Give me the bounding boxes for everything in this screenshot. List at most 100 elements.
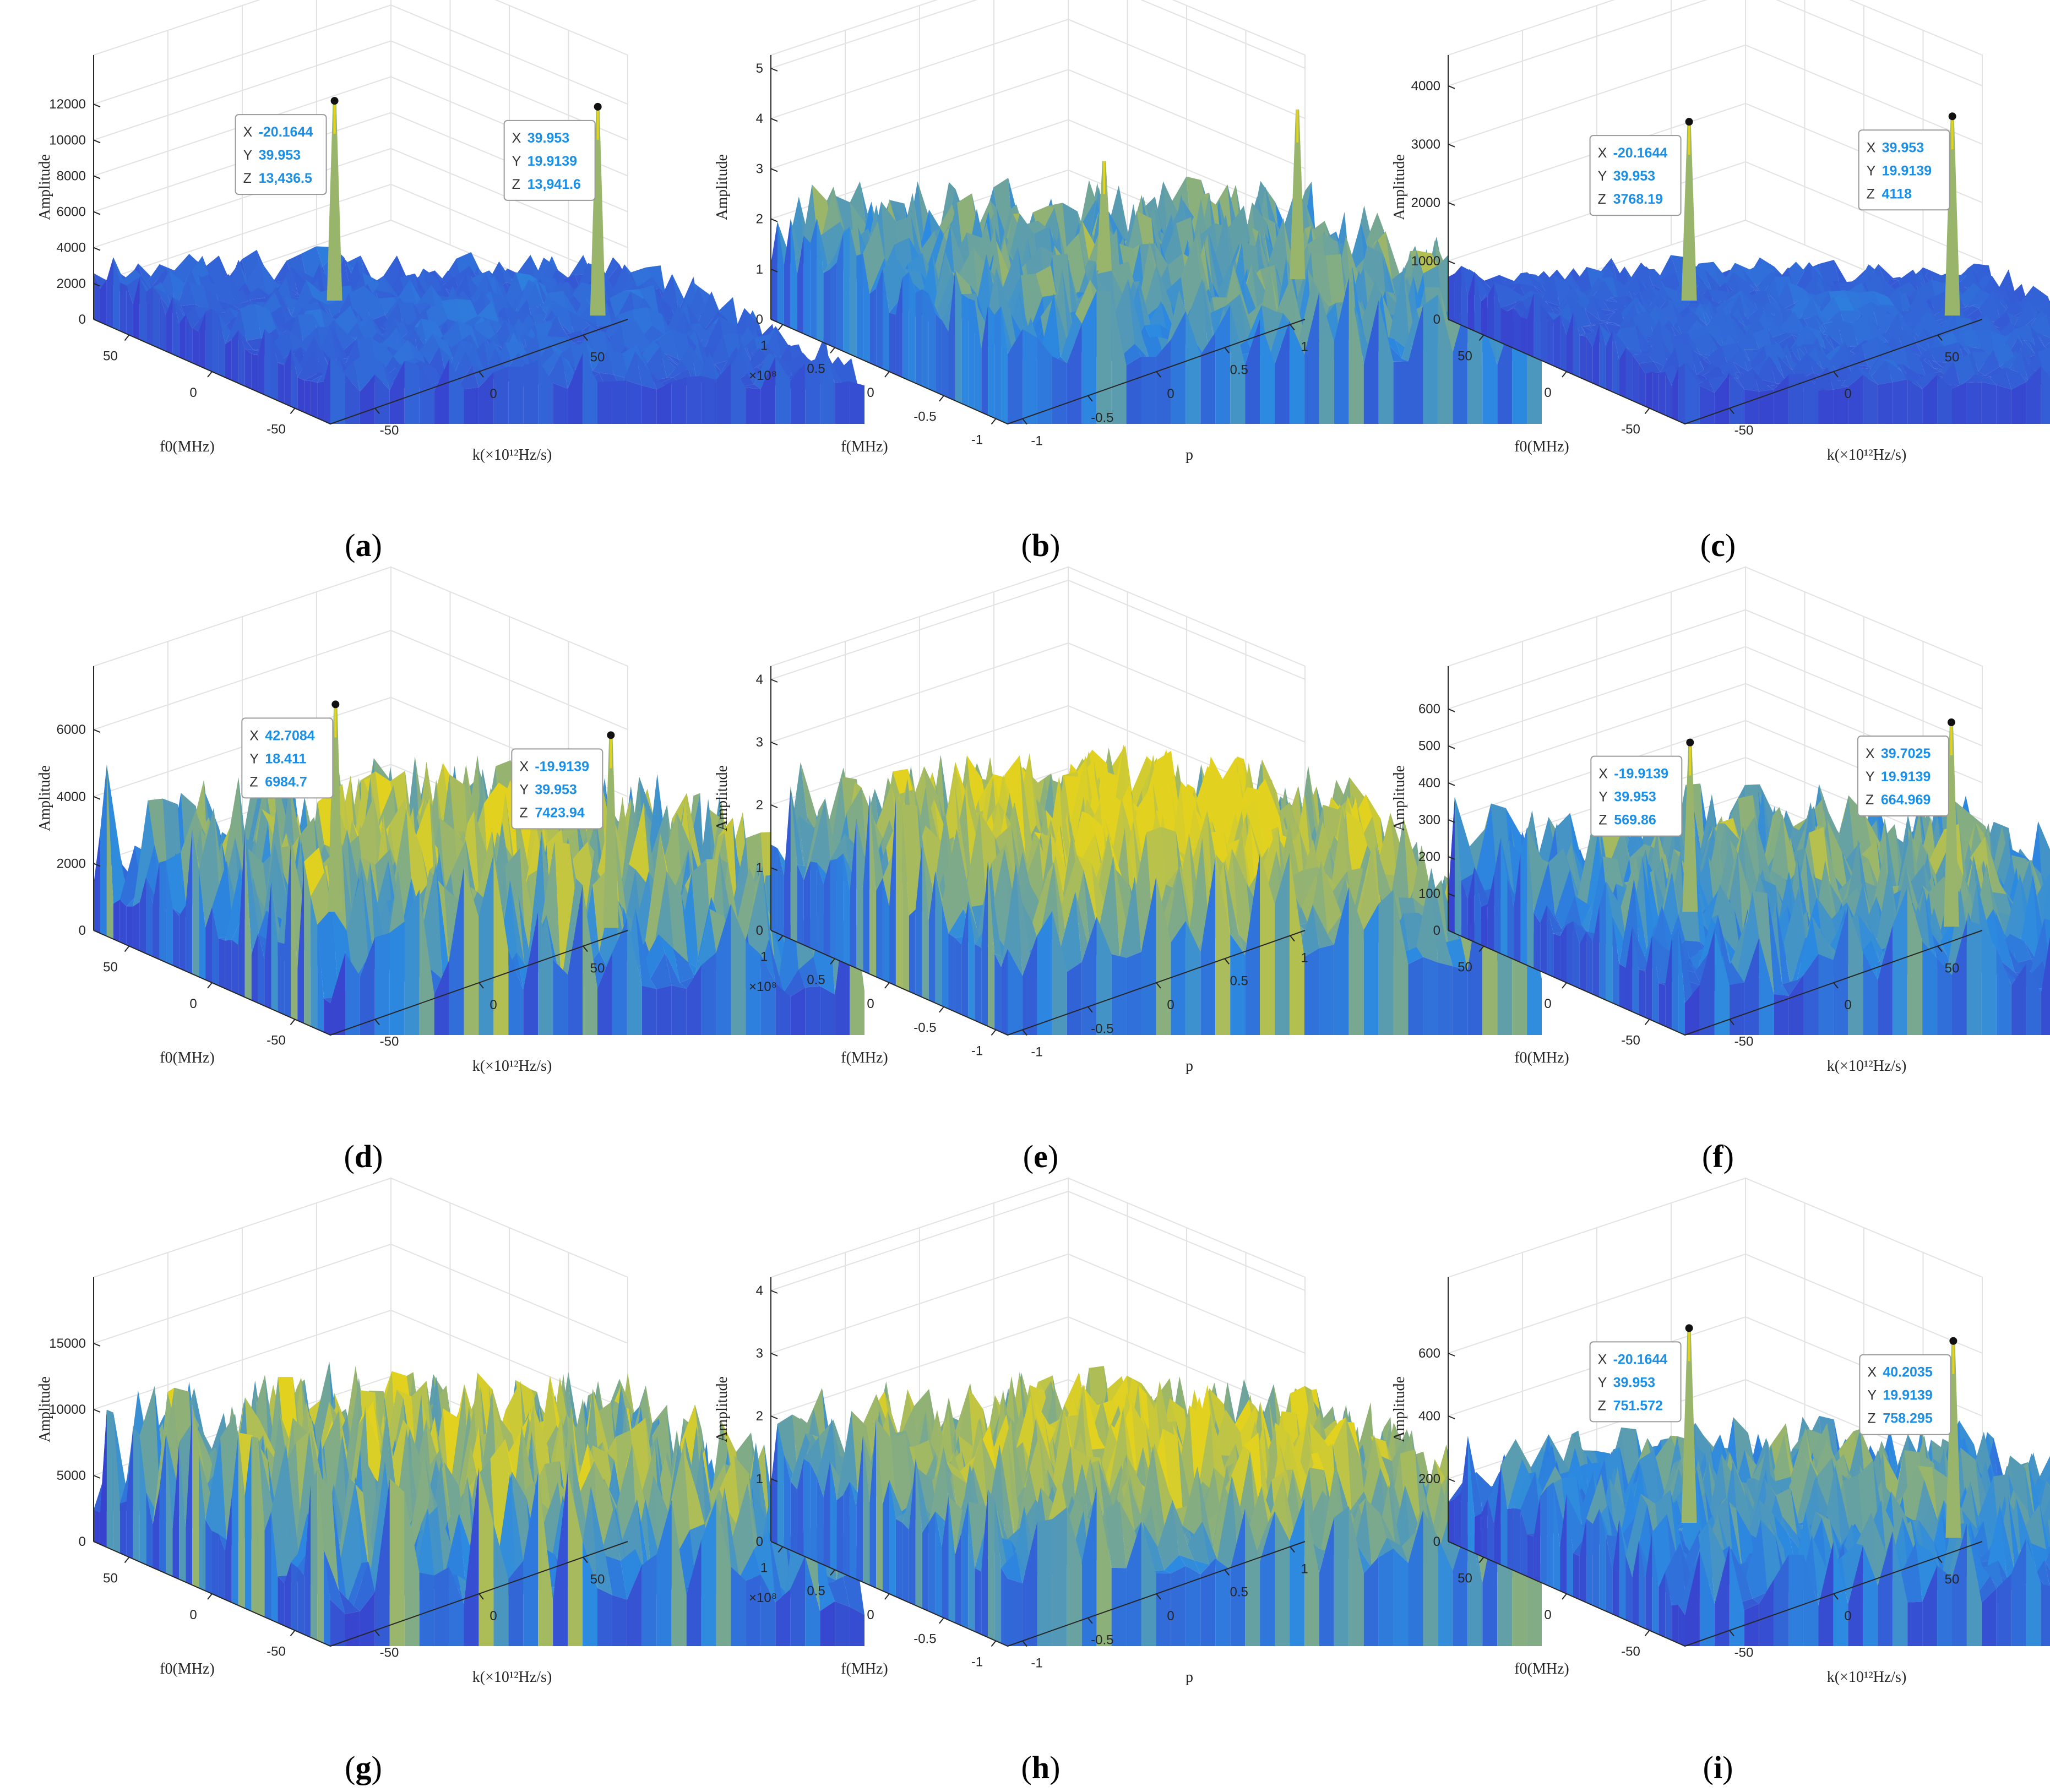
data-tip-key: Z (512, 177, 520, 192)
surface-cell (505, 342, 527, 362)
surface-cell (624, 289, 646, 301)
surface-skirt (1393, 361, 1409, 424)
surface-cell (245, 260, 267, 297)
surface-skirt (889, 312, 896, 375)
surface-skirt (935, 313, 942, 395)
surface-skirt (119, 282, 127, 334)
y-axis-label: f0(MHz) (1514, 438, 1569, 455)
surface-b (771, 176, 1542, 424)
surface-cell (144, 264, 166, 287)
surface-skirt (968, 298, 975, 410)
x-tick-label: 50 (1945, 350, 1960, 365)
surface-cell (227, 287, 249, 311)
surface-skirt (1579, 335, 1586, 380)
caption-paren-open: ( (1021, 527, 1032, 563)
surface-skirt (1744, 389, 1759, 424)
y-tick (991, 418, 997, 425)
surface-skirt (1878, 382, 1893, 424)
data-tip-value: 39.953 (259, 148, 301, 163)
x-tick-label: -0.5 (1091, 411, 1113, 426)
data-tip-value: -20.1644 (1613, 145, 1668, 161)
surface-cell (1331, 235, 1353, 315)
surface-skirt (139, 277, 146, 343)
caption-paren-open: ( (1700, 527, 1711, 563)
surface-cell (271, 336, 293, 366)
surface-skirt (508, 366, 524, 424)
surface-cell (1141, 265, 1163, 318)
surface-cell (368, 276, 390, 303)
data-tip-value: 39.953 (1613, 168, 1655, 184)
surface-skirt (671, 377, 687, 424)
surface-skirt (159, 295, 166, 352)
surface-cell (1047, 203, 1069, 277)
surface-skirt (1966, 382, 1982, 424)
x-tick-label: -50 (1734, 423, 1754, 438)
surface-cell (1416, 250, 1438, 274)
surface-cell (1212, 184, 1235, 254)
surface-skirt (942, 320, 949, 398)
y-tick (124, 334, 130, 341)
surface-skirt (493, 366, 509, 424)
surface-skirt (850, 381, 864, 424)
surface-cell (1194, 288, 1216, 330)
surface-cell (291, 280, 313, 319)
surface-skirt (1500, 308, 1508, 346)
z-tick (93, 282, 101, 287)
surface-cell (146, 282, 168, 295)
z-tick-label: 0 (756, 312, 763, 327)
surface-skirt (106, 257, 113, 328)
surface-cell (836, 358, 858, 386)
x-axis-label: k(×10¹²Hz/s) (1827, 446, 1907, 464)
z-tick (93, 175, 101, 179)
surface-cell (635, 321, 657, 361)
surface-skirt (1996, 385, 2011, 424)
surface-skirt (360, 374, 375, 424)
surface-skirt (205, 308, 212, 372)
surface-skirt (133, 277, 140, 340)
surface-cell (698, 316, 720, 348)
surface-skirt (856, 253, 863, 360)
surface-cell (546, 354, 568, 389)
z-gridline (770, 19, 1306, 119)
z-gridline (770, 69, 1306, 170)
surface-cell (291, 348, 313, 377)
surface-cell (573, 332, 595, 346)
surface-skirt (225, 339, 232, 380)
surface-skirt (869, 288, 877, 366)
surface-cell (561, 353, 583, 389)
surface-skirt (835, 381, 850, 424)
surface-cell (94, 270, 115, 289)
surface-cell (214, 274, 236, 309)
surface-cell (525, 306, 547, 323)
surface-skirt (627, 380, 642, 424)
z-tick-label: 4000 (57, 241, 86, 255)
surface-skirt (345, 375, 360, 424)
y-tick (777, 324, 784, 331)
surface-cell (660, 346, 682, 378)
data-tip-key: Z (1598, 192, 1606, 207)
caption-letter: a (356, 527, 372, 563)
surface-cell (1070, 272, 1092, 319)
surface-cell (477, 300, 499, 322)
surface-skirt (568, 353, 583, 424)
surface-skirt (126, 285, 133, 337)
surface-cell (754, 352, 776, 389)
surface-cell (1255, 265, 1277, 344)
surface-cell (406, 318, 428, 356)
surface-skirt (523, 360, 539, 424)
surface-cell (688, 330, 710, 360)
y-tick-label: 50 (1458, 349, 1472, 364)
data-tip-value: -20.1644 (259, 124, 313, 140)
x-tick-label: 0 (1167, 386, 1174, 401)
y-axis-label: f(MHz) (841, 438, 888, 455)
surface-skirt (1652, 372, 1659, 412)
x-tick-label: 1 (1301, 340, 1308, 355)
surface-cell (620, 351, 642, 388)
surface-cell (233, 301, 255, 310)
z-tick (93, 319, 101, 323)
surface-cell (218, 308, 240, 344)
surface-cell (1382, 266, 1404, 341)
surface-skirt (218, 313, 225, 378)
